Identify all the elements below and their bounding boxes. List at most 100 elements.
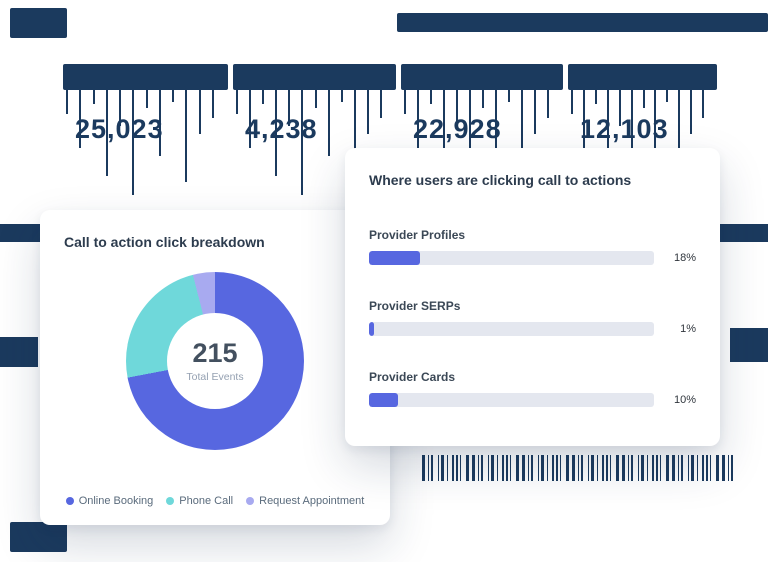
bar-row-provider-profiles: Provider Profiles 18%: [369, 228, 696, 265]
tick-line: [105, 90, 108, 176]
barcode-line: [622, 455, 625, 481]
breakdown-card-title: Call to action click breakdown: [64, 234, 265, 250]
stat-tile-4: 12,103: [568, 64, 717, 204]
tick-line: [417, 90, 419, 148]
barcode-line: [731, 455, 733, 481]
barcode-line: [660, 455, 661, 481]
breakdown-card: Call to action click breakdown 215 Total…: [40, 210, 390, 525]
stat-value: 12,103: [580, 114, 669, 144]
bar-fill: [369, 251, 421, 265]
legend-label: Request Appointment: [259, 495, 365, 507]
bar-percent: 1%: [680, 323, 696, 335]
stat-header-bar: [233, 64, 396, 90]
tick-line: [79, 90, 82, 148]
bar-line: 10%: [369, 393, 696, 407]
barcode-line: [552, 455, 554, 481]
tick-line: [301, 90, 304, 195]
barcode-line: [452, 455, 454, 481]
tick-line: [353, 90, 356, 182]
redaction-ticks: [233, 90, 396, 200]
barcode-line: [460, 455, 461, 481]
legend-label: Phone Call: [179, 495, 234, 507]
barcode-line: [428, 455, 429, 481]
tick-line: [379, 90, 382, 118]
tick-line: [327, 90, 330, 156]
barcode-line: [597, 455, 598, 481]
tick-line: [366, 90, 369, 134]
barcode-line: [691, 455, 694, 481]
legend-dot: [246, 497, 255, 505]
barcode-line: [491, 455, 494, 481]
bar-label: Provider Cards: [369, 370, 456, 384]
bar-percent: 18%: [673, 252, 696, 264]
donut-chart: 215 Total Events: [126, 272, 304, 450]
barcode-line: [431, 455, 433, 481]
barcode-line: [702, 455, 704, 481]
stat-value: 25,023: [75, 114, 164, 144]
bar-row-provider-cards: Provider Cards 10%: [369, 370, 696, 407]
barcode-line: [510, 455, 511, 481]
barcode-line: [641, 455, 644, 481]
stat-value: 4,238: [245, 114, 318, 144]
tick-line: [92, 90, 95, 104]
tick-line: [618, 90, 621, 126]
barcode-line: [588, 455, 589, 481]
tick-line: [236, 90, 238, 114]
barcode-line: [506, 455, 508, 481]
tick-line: [690, 90, 693, 134]
tick-line: [521, 90, 523, 182]
bar-track: [369, 251, 654, 265]
barcode-line: [466, 455, 469, 481]
barcode-line: [456, 455, 458, 481]
tick-line: [288, 90, 291, 126]
tick-line: [495, 90, 497, 156]
barcode-line: [628, 455, 629, 481]
tick-line: [132, 90, 135, 195]
barcode-line: [481, 455, 483, 481]
stat-header-bar: [63, 64, 228, 90]
redaction-ticks: [401, 90, 563, 200]
bar-fill: [369, 393, 398, 407]
barcode-line: [656, 455, 658, 481]
tick-line: [145, 90, 148, 108]
barcode-pattern: [422, 455, 738, 481]
barcode-line: [447, 455, 448, 481]
tick-line: [630, 90, 633, 195]
tick-line: [340, 90, 343, 102]
barcode-line: [502, 455, 504, 481]
barcode-line: [438, 455, 439, 481]
deco-block-top-left: [10, 8, 67, 38]
barcode-line: [578, 455, 579, 481]
stat-value: 22,928: [413, 114, 502, 144]
barcode-line: [631, 455, 633, 481]
barcode-line: [497, 455, 498, 481]
tick-line: [185, 90, 188, 182]
barcode-line: [716, 455, 719, 481]
tick-line: [262, 90, 265, 104]
donut-center: 215 Total Events: [167, 313, 263, 409]
tick-line: [119, 90, 121, 126]
barcode-line: [652, 455, 654, 481]
barcode-line: [541, 455, 544, 481]
deco-block-left-edge: [0, 337, 38, 367]
barcode-line: [566, 455, 569, 481]
tick-line: [404, 90, 406, 114]
tick-line: [606, 90, 609, 176]
barcode-line: [422, 455, 425, 481]
tick-line: [249, 90, 252, 148]
barcode-line: [710, 455, 711, 481]
tick-line: [594, 90, 597, 104]
tick-line: [275, 90, 278, 176]
bar-fill: [369, 322, 374, 336]
stat-tile-2: 4,238: [233, 64, 396, 204]
total-events-value: 215: [192, 337, 238, 368]
bar-label: Provider SERPs: [369, 299, 461, 313]
bar-label: Provider Profiles: [369, 228, 466, 242]
tick-line: [172, 90, 174, 102]
tick-line: [456, 90, 458, 126]
deco-block-bottom-left: [10, 522, 67, 552]
tick-line: [66, 90, 68, 114]
stat-header-bar: [401, 64, 563, 90]
stat-tile-1: 25,023: [63, 64, 228, 204]
barcode-line: [522, 455, 525, 481]
